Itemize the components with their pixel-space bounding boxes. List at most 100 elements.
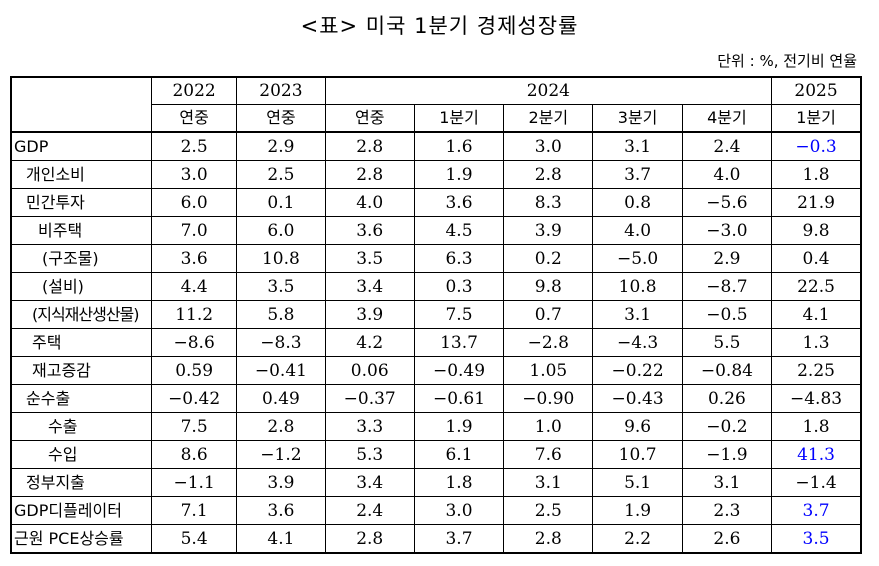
value-cell: 9.8 [771, 216, 862, 245]
row-label: 민간투자 [10, 188, 152, 217]
value-cell: 2.5 [503, 496, 594, 525]
sub-header: 1분기 [771, 104, 862, 133]
value-cell: 5.4 [150, 524, 238, 554]
table-row: 수입 8.6 −1.2 5.3 6.1 7.6 10.7 −1.9 41.3 [10, 440, 862, 469]
value-cell: −0.49 [413, 356, 505, 385]
value-cell: 2.4 [681, 131, 773, 161]
row-label: 정부지출 [10, 468, 152, 497]
page-title: <표> 미국 1분기 경제성장률 [300, 14, 579, 38]
row-label: 주택 [10, 328, 152, 357]
value-cell: 3.1 [592, 300, 683, 329]
sub-header: 연중 [150, 104, 238, 133]
table-row: 재고증감 0.59 −0.41 0.06 −0.49 1.05 −0.22 −0.84 2.25 [10, 356, 862, 385]
row-label: GDP디플레이터 [10, 496, 152, 525]
value-cell: 3.9 [324, 300, 415, 329]
value-cell: 3.5 [771, 524, 862, 554]
value-cell: 7.0 [150, 216, 238, 245]
value-cell: −0.42 [150, 384, 238, 413]
value-cell: 11.2 [150, 300, 238, 329]
value-cell: 3.3 [324, 412, 415, 441]
value-cell: −0.5 [681, 300, 773, 329]
value-cell: 2.8 [324, 131, 415, 161]
value-cell: −0.90 [503, 384, 594, 413]
value-cell: 2.8 [503, 524, 594, 554]
value-cell: 0.06 [324, 356, 415, 385]
sub-header: 연중 [236, 104, 326, 133]
value-cell: 7.6 [503, 440, 594, 469]
value-cell: −5.0 [592, 244, 683, 273]
value-cell: 4.1 [236, 524, 326, 554]
value-cell: 1.9 [592, 496, 683, 525]
value-cell: 1.8 [771, 412, 862, 441]
value-cell: 4.0 [681, 160, 773, 189]
value-cell: 41.3 [771, 440, 862, 469]
row-label: 수출 [10, 412, 152, 441]
value-cell: 0.1 [236, 188, 326, 217]
value-cell: −0.37 [324, 384, 415, 413]
value-cell: 3.9 [503, 216, 594, 245]
table-row: (설비) 4.4 3.5 3.4 0.3 9.8 10.8 −8.7 22.5 [10, 272, 862, 301]
sub-header: 3분기 [592, 104, 683, 133]
value-cell: 7.1 [150, 496, 238, 525]
row-label: 순수출 [10, 384, 152, 413]
value-cell: 1.6 [413, 131, 505, 161]
value-cell: −0.43 [592, 384, 683, 413]
row-label: GDP [10, 131, 152, 161]
value-cell: −1.2 [236, 440, 326, 469]
value-cell: −8.7 [681, 272, 773, 301]
value-cell: 6.0 [236, 216, 326, 245]
row-label: (지식재산생산물) [10, 300, 152, 329]
year-header-2023: 2023 [236, 76, 326, 105]
value-cell: −0.61 [413, 384, 505, 413]
table-row: 민간투자 6.0 0.1 4.0 3.6 8.3 0.8 −5.6 21.9 [10, 188, 862, 217]
value-cell: −4.83 [771, 384, 862, 413]
value-cell: 7.5 [413, 300, 505, 329]
value-cell: −0.2 [681, 412, 773, 441]
table-row: 수출 7.5 2.8 3.3 1.9 1.0 9.6 −0.2 1.8 [10, 412, 862, 441]
year-header-2024: 2024 [324, 76, 773, 105]
value-cell: 3.4 [324, 468, 415, 497]
value-cell: 5.5 [681, 328, 773, 357]
value-cell: 2.8 [324, 524, 415, 554]
value-cell: 1.0 [503, 412, 594, 441]
value-cell: −2.8 [503, 328, 594, 357]
table-row: GDP 2.5 2.9 2.8 1.6 3.0 3.1 2.4 −0.3 [10, 131, 862, 161]
value-cell: 1.9 [413, 412, 505, 441]
value-cell: −0.84 [681, 356, 773, 385]
value-cell: 1.3 [771, 328, 862, 357]
value-cell: 2.9 [236, 131, 326, 161]
value-cell: 4.4 [150, 272, 238, 301]
table-row: 순수출 −0.42 0.49 −0.37 −0.61 −0.90 −0.43 0.26 −4.8… [10, 384, 862, 413]
value-cell: 5.8 [236, 300, 326, 329]
value-cell: 3.6 [413, 188, 505, 217]
value-cell: 4.5 [413, 216, 505, 245]
value-cell: 5.3 [324, 440, 415, 469]
value-cell: 3.1 [503, 468, 594, 497]
value-cell: 10.8 [592, 272, 683, 301]
value-cell: 3.1 [592, 131, 683, 161]
growth-table: 2022 2023 2024 2025 연중 연중 연중 1분기 2분기 3분기… [10, 76, 862, 554]
value-cell: 4.0 [324, 188, 415, 217]
value-cell: 1.9 [413, 160, 505, 189]
value-cell: 7.5 [150, 412, 238, 441]
row-label: 근원 PCE상승률 [10, 524, 152, 554]
value-cell: 3.6 [150, 244, 238, 273]
value-cell: 2.5 [236, 160, 326, 189]
value-cell: 0.7 [503, 300, 594, 329]
table-row: 정부지출 −1.1 3.9 3.4 1.8 3.1 5.1 3.1 −1.4 [10, 468, 862, 497]
value-cell: 3.7 [592, 160, 683, 189]
value-cell: 2.2 [592, 524, 683, 554]
value-cell: −4.3 [592, 328, 683, 357]
value-cell: 8.6 [150, 440, 238, 469]
value-cell: −8.3 [236, 328, 326, 357]
value-cell: 3.1 [681, 468, 773, 497]
value-cell: 22.5 [771, 272, 862, 301]
row-label: (구조물) [10, 244, 152, 273]
value-cell: 9.6 [592, 412, 683, 441]
value-cell: 3.5 [236, 272, 326, 301]
value-cell: 10.8 [236, 244, 326, 273]
sub-header: 4분기 [681, 104, 773, 133]
sub-header: 1분기 [413, 104, 505, 133]
value-cell: 21.9 [771, 188, 862, 217]
row-label: (설비) [10, 272, 152, 301]
